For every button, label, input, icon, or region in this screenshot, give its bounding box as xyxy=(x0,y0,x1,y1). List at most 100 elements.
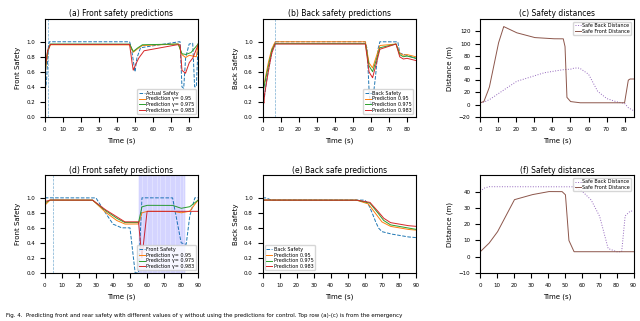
Prediction 0.975 xyxy=(266,198,274,202)
Safe Back Distance xyxy=(630,209,637,213)
Back Safety xyxy=(412,56,420,60)
Front Safety xyxy=(111,223,119,227)
Actual Safety xyxy=(162,42,170,46)
Safe Front Distance xyxy=(545,190,552,194)
Prediction γ= 0.95 xyxy=(190,204,198,208)
Back Safety xyxy=(367,104,374,108)
X-axis label: Time (s): Time (s) xyxy=(325,293,353,299)
Prediction γ= 0.975 xyxy=(111,42,119,46)
Line: Prediction 0.95: Prediction 0.95 xyxy=(262,200,416,230)
Line: Prediction γ= 0.975: Prediction γ= 0.975 xyxy=(45,44,198,75)
Prediction γ= 0.95 xyxy=(116,220,124,224)
Prediction γ= 0.975 xyxy=(116,42,124,46)
Prediction γ= 0.983 xyxy=(46,198,54,202)
Front Safety xyxy=(115,225,123,229)
Prediction γ= 0.95 xyxy=(195,42,202,46)
Prediction γ= 0.95 xyxy=(190,54,198,58)
Safe Front Distance xyxy=(484,242,492,246)
Safe Back Distance xyxy=(625,106,633,110)
Prediction 0.975 xyxy=(412,56,420,60)
Safe Front Distance xyxy=(597,250,605,254)
Safe Back Distance xyxy=(625,210,633,214)
Front Safety xyxy=(41,196,49,200)
Line: Back Safety: Back Safety xyxy=(262,42,416,106)
Prediction γ= 0.983 xyxy=(41,200,49,204)
Prediction 0.983 xyxy=(329,198,337,202)
Prediction 0.983 xyxy=(412,59,420,63)
Back Safety xyxy=(266,58,274,62)
Prediction 0.983 xyxy=(380,216,387,220)
Prediction γ= 0.983 xyxy=(116,42,124,46)
Prediction γ= 0.975 xyxy=(111,215,119,219)
Prediction 0.95 xyxy=(330,40,337,44)
Safe Front Distance xyxy=(547,190,555,194)
Prediction 0.95 xyxy=(333,40,341,44)
Prediction 0.95 xyxy=(329,198,337,202)
Prediction 0.975 xyxy=(259,198,266,202)
Actual Safety xyxy=(115,40,123,44)
Back Safety xyxy=(329,198,337,202)
Prediction γ= 0.983 xyxy=(162,45,170,49)
Actual Safety xyxy=(180,86,188,90)
Prediction 0.975 xyxy=(380,218,387,222)
Y-axis label: Front Safety: Front Safety xyxy=(15,47,20,89)
Safe Back Distance xyxy=(551,69,559,73)
Prediction γ= 0.975 xyxy=(46,198,54,202)
Prediction 0.975 xyxy=(260,89,268,92)
Prediction 0.95 xyxy=(408,228,415,232)
Prediction γ= 0.975 xyxy=(41,201,49,205)
Title: (a) Front safety predictions: (a) Front safety predictions xyxy=(70,10,173,19)
Prediction 0.983 xyxy=(380,46,387,50)
Prediction γ= 0.95 xyxy=(111,218,119,221)
Back Safety xyxy=(408,235,415,239)
Y-axis label: Distance (m): Distance (m) xyxy=(447,202,453,247)
Prediction γ= 0.975 xyxy=(195,42,202,46)
Prediction γ= 0.975 xyxy=(49,198,56,202)
Line: Prediction 0.983: Prediction 0.983 xyxy=(262,200,416,226)
Back Safety xyxy=(412,236,420,239)
Line: Prediction 0.975: Prediction 0.975 xyxy=(262,44,416,91)
Prediction 0.983 xyxy=(259,40,266,44)
Prediction γ= 0.975 xyxy=(190,47,198,51)
Prediction γ= 0.975 xyxy=(162,42,170,46)
Prediction 0.95 xyxy=(267,52,275,56)
X-axis label: Time (s): Time (s) xyxy=(543,137,571,143)
Y-axis label: Front Safety: Front Safety xyxy=(15,203,20,245)
Back Safety xyxy=(259,196,266,200)
Prediction 0.975 xyxy=(412,227,420,231)
Prediction 0.95 xyxy=(380,221,387,224)
Prediction 0.975 xyxy=(333,198,341,202)
Actual Safety xyxy=(195,41,202,45)
Prediction 0.983 xyxy=(333,42,341,46)
Prediction γ= 0.983 xyxy=(182,71,189,75)
Prediction 0.95 xyxy=(408,228,415,232)
Prediction 0.95 xyxy=(259,198,266,202)
Back Safety xyxy=(408,55,415,59)
Safe Back Distance xyxy=(597,92,605,96)
Safe Back Distance xyxy=(484,185,492,189)
Safe Front Distance xyxy=(484,89,492,92)
Safe Front Distance xyxy=(476,250,484,254)
Prediction 0.95 xyxy=(260,85,268,89)
Safe Back Distance xyxy=(476,190,484,194)
Safe Back Distance xyxy=(547,185,555,189)
Actual Safety xyxy=(49,40,56,44)
Prediction 0.983 xyxy=(412,224,420,228)
Line: Prediction γ= 0.95: Prediction γ= 0.95 xyxy=(45,200,198,224)
Line: Safe Back Distance: Safe Back Distance xyxy=(480,187,634,252)
Title: (f) Safety distances: (f) Safety distances xyxy=(520,166,595,175)
Back Safety xyxy=(259,40,266,44)
Prediction 0.95 xyxy=(412,228,420,232)
Prediction γ= 0.95 xyxy=(190,54,198,58)
Back Safety xyxy=(329,40,337,44)
Prediction γ= 0.975 xyxy=(190,202,198,205)
Line: Prediction γ= 0.983: Prediction γ= 0.983 xyxy=(45,200,198,258)
Back Safety xyxy=(380,40,387,44)
Line: Front Safety: Front Safety xyxy=(45,198,198,273)
Prediction 0.95 xyxy=(408,54,415,58)
Prediction γ= 0.975 xyxy=(49,42,56,46)
Y-axis label: Back Safety: Back Safety xyxy=(232,47,239,89)
Safe Back Distance xyxy=(547,70,555,74)
Prediction 0.95 xyxy=(380,43,387,47)
Prediction 0.975 xyxy=(408,227,415,230)
